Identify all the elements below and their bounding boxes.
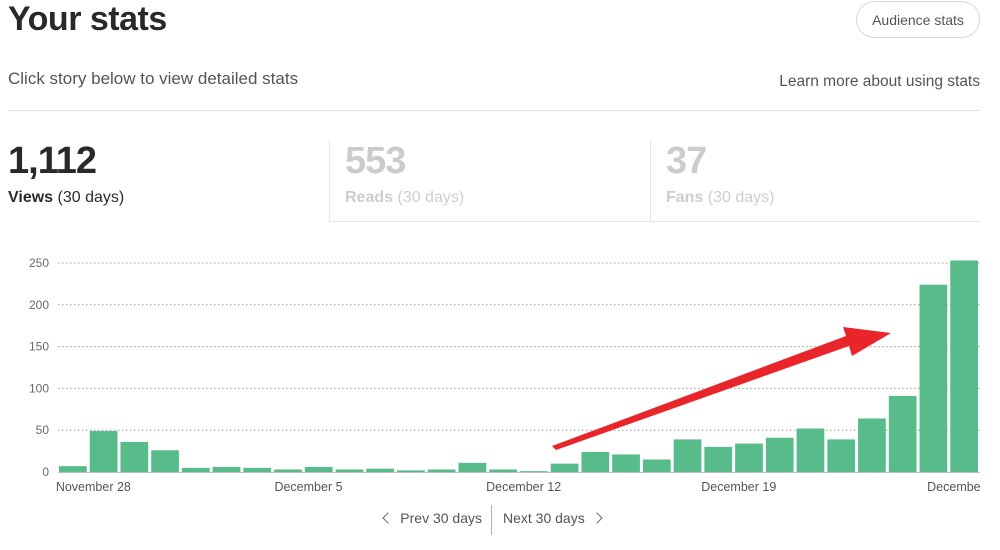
fans-count: 37 xyxy=(666,140,707,182)
bar xyxy=(642,459,671,472)
fans-label: Fans (30 days) xyxy=(666,189,980,207)
bar xyxy=(304,466,333,472)
y-tick-label: 50 xyxy=(36,423,50,437)
bar xyxy=(59,466,87,472)
page-title: Your stats xyxy=(8,0,167,38)
y-tick-label: 150 xyxy=(29,340,49,354)
bar xyxy=(520,471,548,472)
learn-more-link[interactable]: Learn more about using stats xyxy=(779,73,980,90)
bar xyxy=(919,284,948,472)
x-tick-label: December 12 xyxy=(486,480,561,494)
chevron-right-icon xyxy=(591,512,603,524)
bar xyxy=(181,467,210,472)
bar xyxy=(335,469,364,472)
views-bar-chart: 0 50 100 150 200 250 November 28 December 5 Dece… xyxy=(29,256,981,494)
bar xyxy=(274,469,302,472)
y-tick-label: 100 xyxy=(29,381,49,395)
y-tick-label: 0 xyxy=(42,465,49,479)
views-label: Views (30 days) xyxy=(8,189,328,207)
bar xyxy=(397,470,425,472)
stats-subtitle: Click story below to view detailed stats xyxy=(8,69,299,88)
bar xyxy=(673,439,702,472)
bar xyxy=(366,468,395,472)
next-label: Next 30 days xyxy=(503,510,585,526)
prev-label: Prev 30 days xyxy=(400,510,482,526)
bar xyxy=(858,418,886,472)
bar xyxy=(704,446,733,472)
bar xyxy=(212,466,241,472)
views-period: (30 days) xyxy=(57,189,125,206)
next-30-days-button[interactable]: Next 30 days xyxy=(503,510,603,526)
header-divider xyxy=(8,110,980,111)
tab-reads[interactable]: 553 Reads (30 days) xyxy=(329,140,649,222)
bar xyxy=(950,260,978,472)
bar xyxy=(581,451,610,472)
bar xyxy=(151,450,179,472)
bar xyxy=(888,395,917,472)
fans-label-text: Fans xyxy=(666,189,704,206)
bar xyxy=(427,469,456,472)
tab-views[interactable]: 1,112 Views (30 days) xyxy=(8,140,328,222)
tab-fans[interactable]: 37 Fans (30 days) xyxy=(650,140,980,222)
x-tick-label: Decembe xyxy=(927,480,981,494)
bar xyxy=(796,428,825,472)
y-tick-label: 200 xyxy=(29,298,49,312)
pager-separator xyxy=(491,505,492,535)
y-tick-label: 250 xyxy=(29,256,49,270)
reads-label-text: Reads xyxy=(345,189,394,206)
bar xyxy=(89,431,118,472)
reads-label: Reads (30 days) xyxy=(345,189,649,207)
bar xyxy=(735,443,763,472)
bar xyxy=(243,467,272,472)
bar xyxy=(827,439,856,472)
prev-30-days-button[interactable]: Prev 30 days xyxy=(382,510,482,526)
x-tick-label: November 28 xyxy=(56,480,131,494)
bar xyxy=(612,454,640,472)
bar xyxy=(489,469,517,472)
fans-period: (30 days) xyxy=(707,189,775,206)
reads-count: 553 xyxy=(345,140,406,182)
x-tick-label: December 19 xyxy=(701,480,776,494)
trend-arrow xyxy=(552,327,891,450)
bar xyxy=(550,463,579,472)
bar xyxy=(765,437,794,472)
views-count: 1,112 xyxy=(8,140,97,182)
audience-stats-button[interactable]: Audience stats xyxy=(856,1,980,38)
bar xyxy=(120,441,149,472)
bar xyxy=(458,462,487,472)
views-label-text: Views xyxy=(8,189,54,206)
reads-period: (30 days) xyxy=(397,189,465,206)
x-tick-label: December 5 xyxy=(274,480,342,494)
pager: Prev 30 days Next 30 days xyxy=(0,505,1000,535)
chevron-left-icon xyxy=(382,512,394,524)
